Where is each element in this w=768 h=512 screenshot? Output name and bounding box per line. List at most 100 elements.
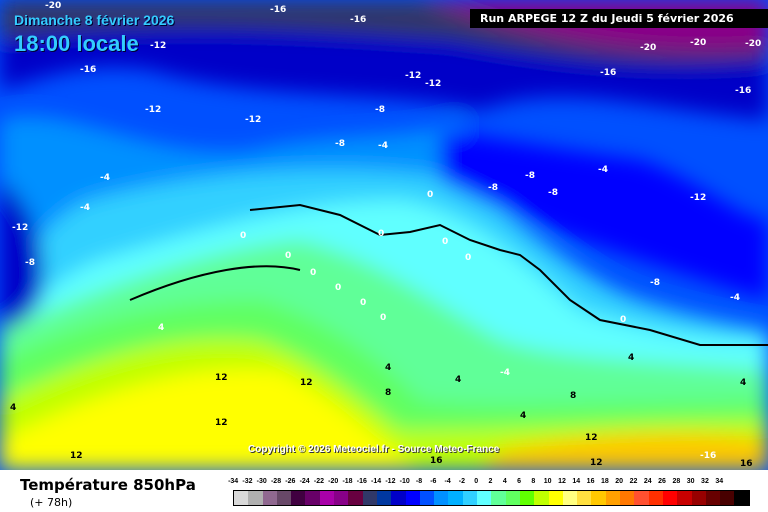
legend-tick: 22 — [629, 478, 638, 485]
forecast-lead: (+ 78h) — [30, 496, 73, 509]
contour-label: -12 — [425, 79, 441, 89]
legend-tick: 18 — [600, 478, 609, 485]
contour-label: 4 — [158, 323, 164, 333]
legend-tick: 12 — [558, 478, 566, 485]
legend-tick: -32 — [242, 478, 253, 485]
legend-tick: -26 — [285, 478, 296, 485]
legend-tick: 26 — [658, 478, 666, 485]
contour-label: 12 — [585, 433, 598, 443]
legend-swatch — [376, 491, 392, 505]
legend-swatch — [419, 491, 435, 505]
legend-tick: -28 — [270, 478, 282, 485]
legend-tick: -34 — [228, 478, 239, 485]
legend-tick: -2 — [458, 478, 466, 485]
contour-label: 12 — [215, 373, 228, 383]
contour-label: -8 — [525, 171, 535, 181]
legend-swatch — [634, 491, 649, 505]
contour-label: 12 — [590, 458, 603, 468]
contour-label: 0 — [360, 298, 366, 308]
legend-swatch — [577, 491, 592, 505]
contour-label: -4 — [100, 173, 110, 183]
legend-tick: 20 — [615, 478, 624, 485]
legend-swatch — [505, 491, 520, 505]
legend-tick: 0 — [474, 478, 479, 485]
legend-swatch — [562, 491, 578, 505]
legend-swatch — [648, 491, 663, 505]
legend-tick: -20 — [328, 478, 339, 485]
contour-label: -12 — [150, 41, 166, 51]
legend-tick: 2 — [488, 478, 493, 485]
legend-swatch — [362, 491, 377, 505]
legend-tick: -16 — [356, 478, 367, 485]
contour-label: -20 — [45, 1, 61, 11]
contour-label: -16 — [700, 451, 716, 461]
legend-tick: 34 — [715, 478, 724, 485]
contour-label: -12 — [690, 193, 706, 203]
contour-label: -20 — [690, 38, 706, 48]
contour-label: -4 — [378, 141, 388, 151]
contour-label: 0 — [427, 190, 433, 200]
legend-tick: -24 — [299, 478, 310, 485]
legend-swatch — [305, 491, 320, 505]
legend-swatch — [591, 491, 606, 505]
legend-swatch — [620, 491, 635, 505]
contour-label: 12 — [70, 451, 83, 461]
contour-label: -16 — [270, 5, 286, 15]
contour-label: 0 — [380, 313, 386, 323]
contour-label: -16 — [350, 15, 366, 25]
contour-label: 16 — [740, 459, 753, 469]
legend-swatch — [691, 491, 706, 505]
contour-label: -16 — [735, 86, 751, 96]
contour-label: -12 — [12, 223, 28, 233]
contour-label: 0 — [465, 253, 471, 263]
legend-swatch — [448, 491, 463, 505]
legend-swatch — [519, 491, 535, 505]
legend-tick: 8 — [531, 478, 536, 485]
contour-label: 4 — [455, 375, 461, 385]
contour-label: -8 — [650, 278, 660, 288]
legend-tick: -6 — [430, 478, 437, 485]
legend-tick: 4 — [502, 478, 507, 485]
map-title: Température 850hPa — [20, 476, 196, 494]
legend-tick: -18 — [342, 478, 353, 485]
legend-tick: 6 — [517, 478, 522, 485]
legend-tick: -14 — [371, 478, 382, 485]
legend-swatch — [491, 491, 506, 505]
contour-label: -12 — [245, 115, 261, 125]
contour-label: -12 — [145, 105, 161, 115]
contour-label: -8 — [25, 258, 35, 268]
legend-swatch — [234, 491, 249, 505]
contour-label: 4 — [740, 378, 746, 388]
legend-tick: -30 — [256, 478, 267, 485]
contour-label: 8 — [385, 388, 391, 398]
contour-label: -16 — [600, 68, 616, 78]
contour-label: 0 — [335, 283, 341, 293]
legend-swatch — [605, 491, 621, 505]
legend-tick: -8 — [415, 478, 423, 485]
legend-tick: 16 — [586, 478, 595, 485]
contour-label: 0 — [310, 268, 316, 278]
legend-swatch — [348, 491, 363, 505]
legend-swatch — [677, 491, 692, 505]
contour-label: -20 — [745, 39, 761, 49]
contour-label: 12 — [215, 418, 228, 428]
forecast-time: 18:00 locale — [14, 31, 139, 56]
forecast-date: Dimanche 8 février 2026 — [14, 12, 175, 28]
legend-tick: 24 — [643, 478, 652, 485]
legend-swatch — [276, 491, 292, 505]
legend-swatch — [405, 491, 420, 505]
legend-swatch — [462, 491, 478, 505]
legend-swatch — [548, 491, 563, 505]
footer: Température 850hPa (+ 78h) -34 -32 -30 -28-… — [0, 470, 768, 512]
contour-label: 0 — [378, 229, 384, 239]
legend-tick: 30 — [686, 478, 695, 485]
contour-label: -4 — [598, 165, 608, 175]
contour-label: 0 — [285, 251, 291, 261]
contour-label: 4 — [628, 353, 634, 363]
legend-swatch — [391, 491, 406, 505]
contour-label: -8 — [548, 188, 558, 198]
contour-label: -4 — [80, 203, 90, 213]
contour-label: -4 — [500, 368, 510, 378]
legend-tick: 28 — [672, 478, 681, 485]
legend-tick: 14 — [572, 478, 581, 485]
